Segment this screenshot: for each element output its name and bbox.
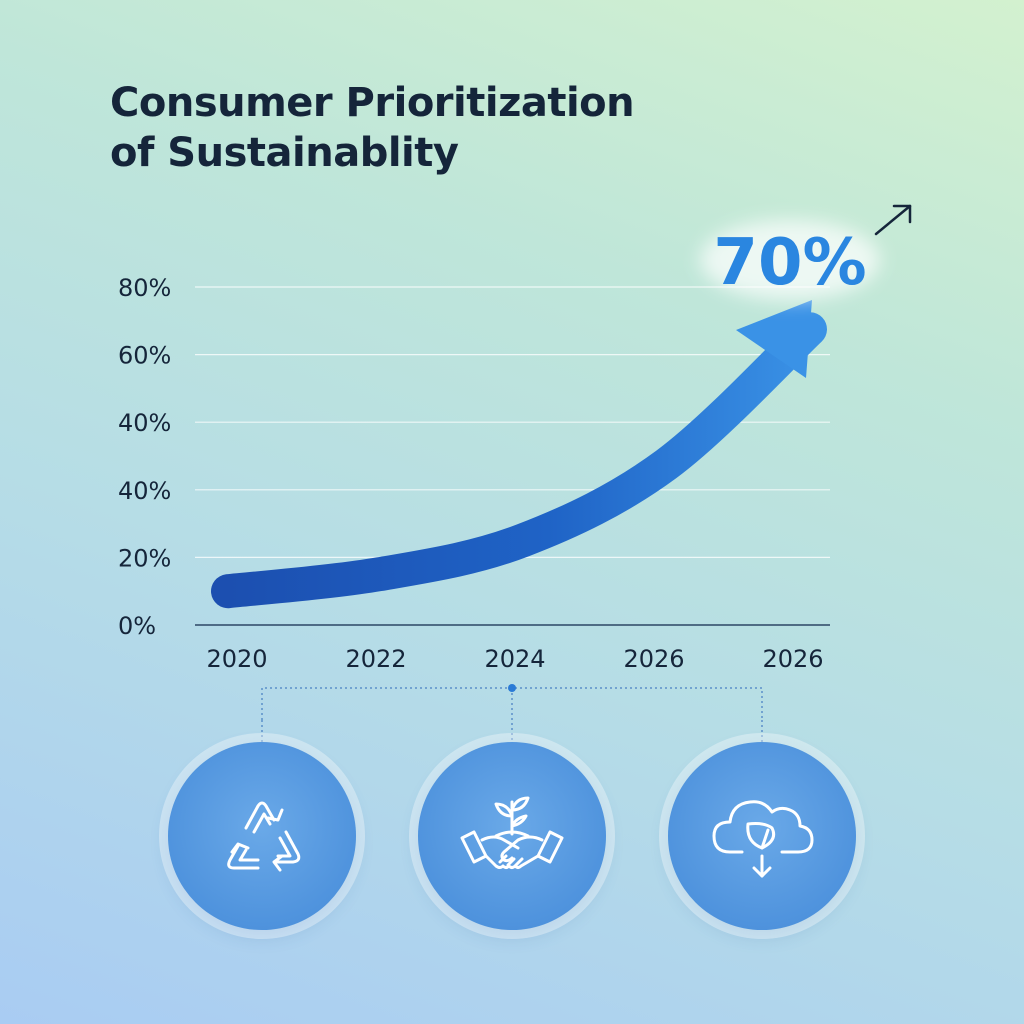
chart-title-line-1: Consumer Prioritization — [110, 80, 635, 126]
y-tick-label: 20% — [118, 544, 171, 572]
callout-value: 70% — [713, 226, 866, 300]
chart-title: Consumer Prioritization of Sustainablity — [110, 78, 635, 178]
trend-up-arrow-icon — [874, 204, 912, 236]
recycle-icon-badge — [168, 742, 356, 930]
recycle-icon — [227, 801, 301, 872]
y-tick-label: 60% — [118, 342, 171, 370]
y-tick-label: 40% — [118, 409, 171, 437]
plant-handshake-icon-badge — [418, 742, 606, 930]
plant-handshake-icon — [460, 796, 564, 869]
y-tick-label: 40% — [118, 477, 171, 505]
cloud-leaf-download-icon — [712, 800, 814, 878]
chart-title-line-2: of Sustainablity — [110, 130, 459, 176]
y-tick-label: 80% — [118, 274, 171, 302]
series-line — [211, 312, 827, 609]
x-tick-label: 2024 — [484, 645, 545, 673]
cloud-leaf-download-icon-badge — [668, 742, 856, 930]
x-tick-label: 2026 — [762, 645, 823, 673]
x-tick-label: 2020 — [206, 645, 267, 673]
x-tick-label: 2022 — [345, 645, 406, 673]
x-tick-label: 2026 — [623, 645, 684, 673]
y-tick-label: 0% — [118, 612, 156, 640]
series-arrow-head — [736, 300, 812, 378]
icon-connectors — [261, 684, 763, 742]
